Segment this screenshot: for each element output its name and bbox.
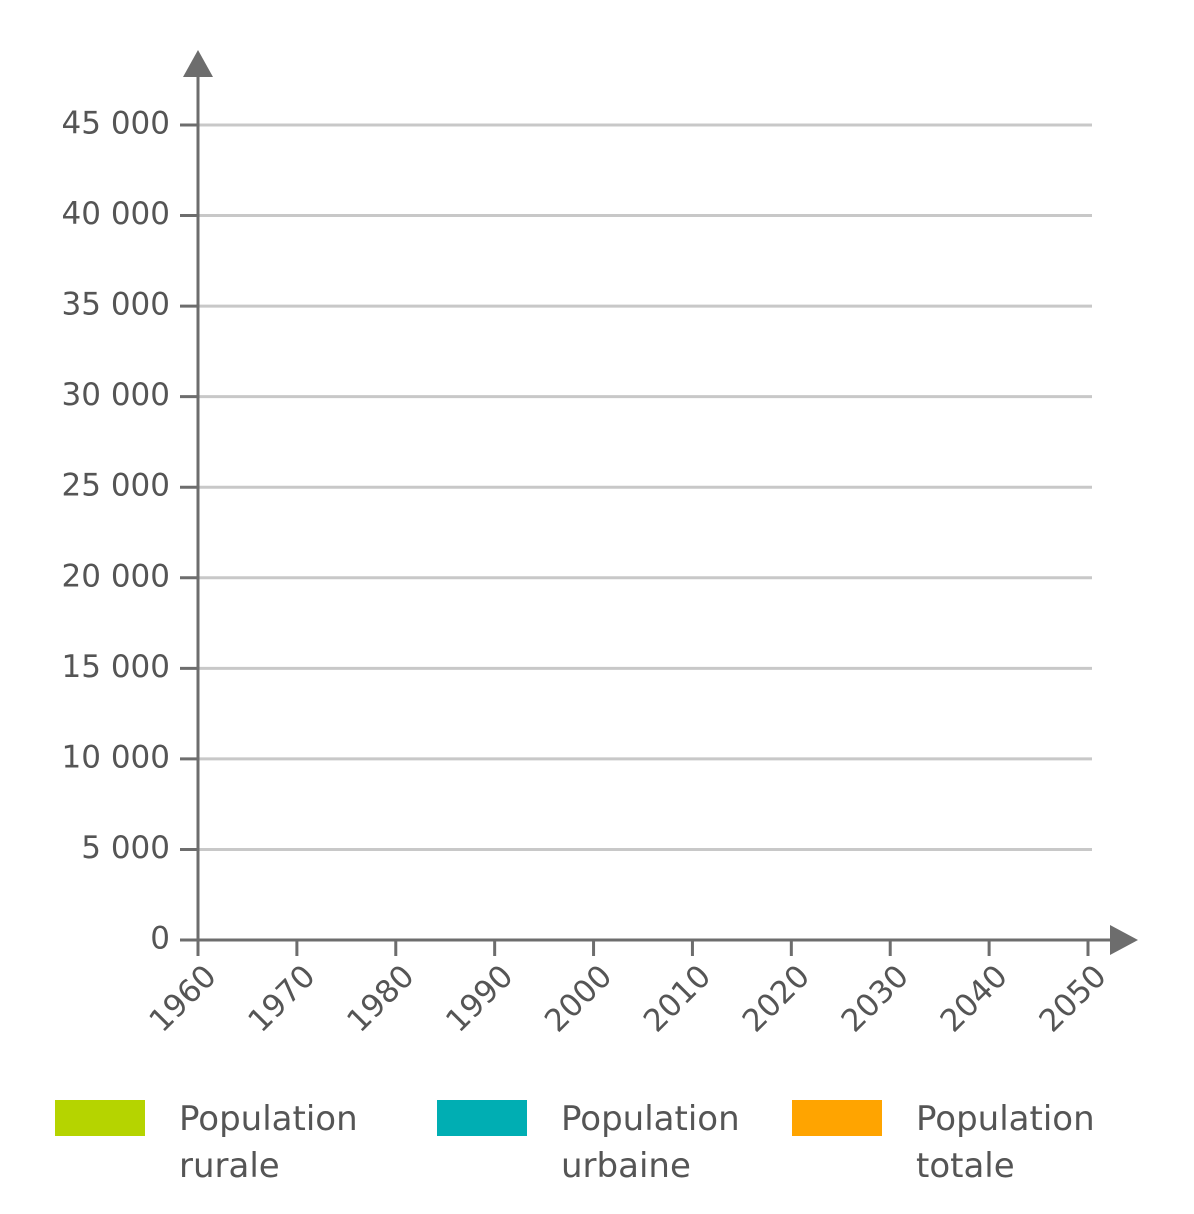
y-tick-label: 15 000 xyxy=(62,649,170,685)
x-axis-arrow xyxy=(1110,925,1138,955)
x-tick-label: 2030 xyxy=(835,958,916,1039)
y-tick-label: 40 000 xyxy=(62,196,170,232)
y-axis-arrow xyxy=(183,50,213,77)
legend-swatch xyxy=(437,1100,527,1136)
y-tick-label: 35 000 xyxy=(62,287,170,323)
legend-label: Population totale xyxy=(916,1099,1095,1186)
chart: 0 5 000 10 000 15 000 20 000 25 000 30 000 35 0… xyxy=(62,50,1138,1039)
x-tick-label: 1990 xyxy=(439,958,520,1039)
legend-label: Population rurale xyxy=(179,1099,358,1186)
y-tick-label: 30 000 xyxy=(62,377,170,413)
legend-swatch xyxy=(792,1100,882,1136)
legend-swatch xyxy=(55,1100,145,1136)
y-tick-label: 10 000 xyxy=(62,739,170,775)
y-tick-label: 25 000 xyxy=(62,468,170,504)
x-tick-label: 2020 xyxy=(736,958,817,1039)
x-tick-label: 1970 xyxy=(241,958,322,1039)
legend-label: Population urbaine xyxy=(561,1099,740,1186)
x-tick-label: 2040 xyxy=(934,958,1015,1039)
x-tick-label: 1960 xyxy=(142,958,223,1039)
x-tick-label: 2010 xyxy=(637,958,718,1039)
y-tick-label: 20 000 xyxy=(62,558,170,594)
y-tick-label: 0 xyxy=(150,921,170,957)
x-tick-label: 2050 xyxy=(1032,958,1113,1039)
x-tick-label: 1980 xyxy=(340,958,421,1039)
y-tick-label: 45 000 xyxy=(62,106,170,142)
y-tick-label: 5 000 xyxy=(81,830,170,866)
x-tick-label: 2000 xyxy=(538,958,619,1039)
